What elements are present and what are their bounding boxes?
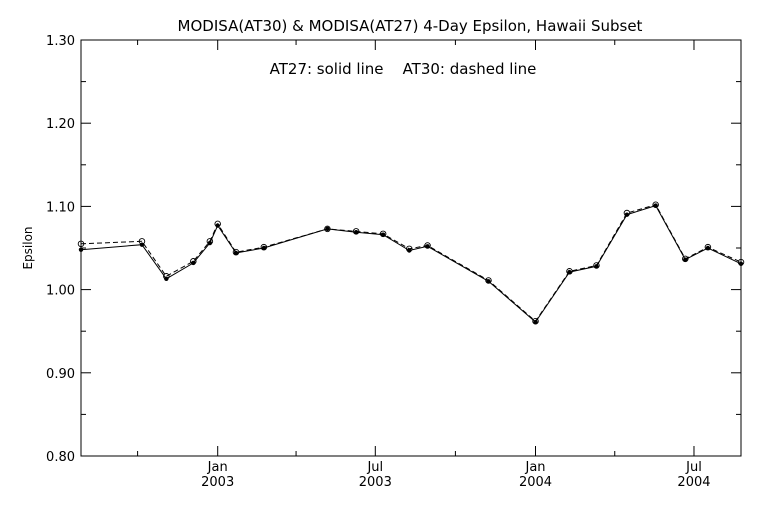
y-tick-label: 1.20 <box>46 117 75 132</box>
data-point-at30 <box>566 268 573 275</box>
series-line-at27 <box>80 204 742 323</box>
data-point-at30 <box>214 220 221 228</box>
series-line-at30 <box>80 204 742 322</box>
series-layer <box>77 201 745 325</box>
data-point-at30 <box>532 317 539 325</box>
y-tick-label: 0.80 <box>46 450 75 465</box>
y-axis-label: Epsilon <box>21 226 35 269</box>
data-point-at30 <box>190 258 197 265</box>
data-point-at30 <box>138 238 146 245</box>
y-tick-label: 1.00 <box>46 284 75 299</box>
data-point-at30 <box>623 209 631 217</box>
data-point-at30 <box>737 258 745 266</box>
x-tick-year-label: 2003 <box>201 475 234 490</box>
x-tick-month-label: Jan <box>524 460 545 475</box>
x-tick-month-label: Jul <box>685 460 702 475</box>
series-at30 <box>77 201 745 325</box>
data-point-at27 <box>78 247 84 252</box>
data-point-at30 <box>324 225 331 233</box>
data-point-at27 <box>233 250 239 256</box>
data-point-at30 <box>704 243 712 251</box>
x-tick-year-label: 2004 <box>519 475 552 490</box>
axes: 0.800.901.001.101.201.30Jan2003Jul2003Ja… <box>46 34 741 490</box>
x-tick-year-label: 2003 <box>359 475 392 490</box>
line-style-annotation: AT27: solid line AT30: dashed line <box>270 60 537 78</box>
data-point-at30 <box>352 228 360 235</box>
y-tick-label: 1.10 <box>46 200 75 215</box>
y-tick-label: 0.90 <box>46 367 75 382</box>
y-tick-label: 1.30 <box>46 34 75 49</box>
data-point-at30 <box>206 238 214 245</box>
data-point-at30 <box>260 243 268 251</box>
data-point-at30 <box>682 255 689 263</box>
chart-title: MODISA(AT30) & MODISA(AT27) 4-Day Epsilo… <box>178 17 643 35</box>
data-point-at30 <box>424 242 431 249</box>
data-point-at30 <box>77 240 85 248</box>
data-point-at30 <box>232 248 240 256</box>
data-point-at30 <box>163 273 170 280</box>
series-at27 <box>78 203 744 325</box>
data-point-at30 <box>485 277 492 284</box>
data-point-at30 <box>406 245 413 253</box>
data-point-at27 <box>705 245 711 251</box>
data-point-at27 <box>594 264 599 269</box>
x-tick-year-label: 2004 <box>677 475 710 490</box>
x-tick-month-label: Jan <box>207 460 228 475</box>
data-point-at27 <box>533 319 538 325</box>
data-point-at30 <box>593 262 600 269</box>
data-point-at30 <box>379 230 387 238</box>
data-point-at30 <box>652 201 659 208</box>
x-tick-month-label: Jul <box>366 460 383 475</box>
